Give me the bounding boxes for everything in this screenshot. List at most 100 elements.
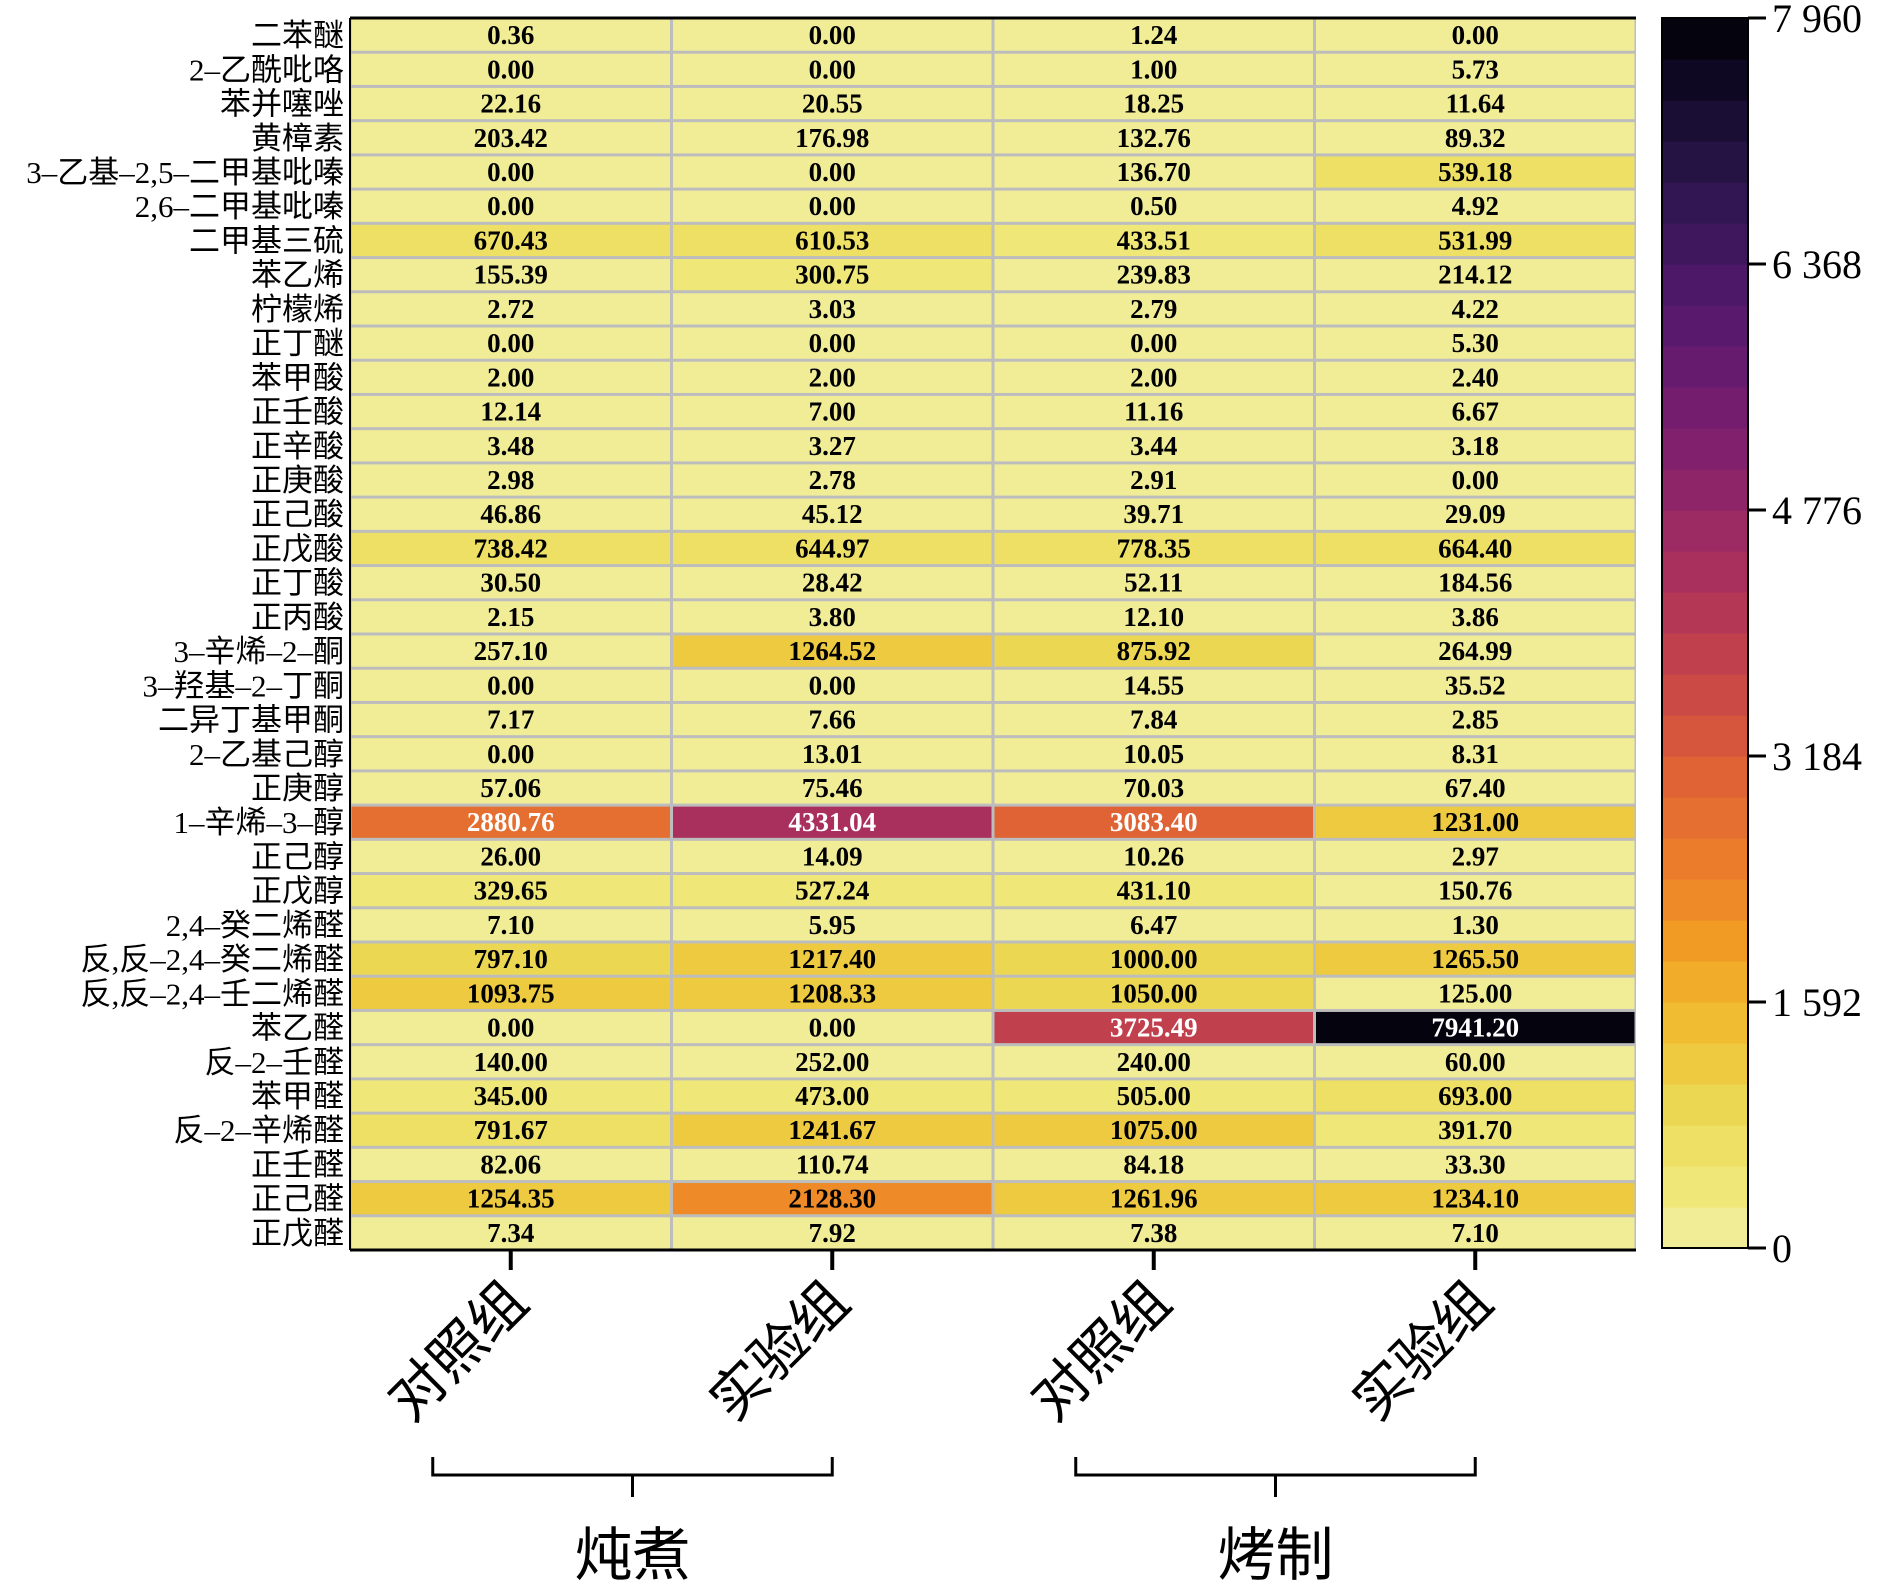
cell-value-label: 3.80 [809, 602, 856, 632]
colorbar-band [1662, 469, 1748, 511]
heatmap-cell [351, 87, 670, 120]
heatmap-cell [351, 601, 670, 633]
cell-value-label: 7.34 [487, 1218, 534, 1248]
cell-value-label: 0.00 [487, 1013, 534, 1043]
cell-value-label: 3.03 [809, 294, 856, 324]
cell-value-label: 7.84 [1130, 705, 1177, 735]
heatmap-cell [994, 1183, 1313, 1215]
colorbar-band [1662, 1084, 1748, 1126]
cell-value-label: 693.00 [1438, 1081, 1512, 1111]
cell-value-label: 125.00 [1438, 978, 1512, 1008]
heatmap-cell [351, 635, 670, 667]
heatmap-cell [1316, 1114, 1635, 1146]
heatmap-cell [994, 738, 1313, 770]
heatmap-cell [673, 1114, 992, 1146]
heatmap-cell [994, 53, 1313, 85]
heatmap-cell [351, 567, 670, 599]
heatmap-cell [673, 19, 992, 51]
heatmap-cell [673, 772, 992, 804]
colorbar-band [1662, 182, 1748, 224]
row-label: 二苯醚 [251, 18, 344, 53]
cell-value-label: 136.70 [1117, 157, 1191, 187]
cell-value-label: 0.00 [487, 328, 534, 358]
heatmap-cell [673, 977, 992, 1009]
cell-value-label: 46.86 [480, 499, 541, 529]
cell-value-label: 1000.00 [1110, 944, 1198, 974]
cell-value-label: 3.48 [487, 431, 534, 461]
heatmap-cell [351, 498, 670, 530]
heatmap-cell [673, 327, 992, 359]
heatmap-cell [351, 806, 670, 838]
cell-value-label: 60.00 [1445, 1047, 1506, 1077]
cell-value-label: 13.01 [802, 739, 863, 769]
cell-value-label: 0.00 [809, 54, 856, 84]
cell-value-label: 28.42 [802, 568, 863, 598]
cell-value-label: 11.16 [1124, 397, 1183, 427]
colorbar-band [1662, 879, 1748, 921]
cell-value-label: 35.52 [1445, 670, 1506, 700]
cell-value-label: 155.39 [474, 260, 548, 290]
colorbar-tick-label: 3 184 [1772, 734, 1862, 779]
cell-value-label: 797.10 [474, 944, 548, 974]
cell-value-label: 132.76 [1117, 123, 1191, 153]
cell-value-label: 26.00 [480, 841, 541, 871]
heatmap-cell [1316, 327, 1635, 359]
heatmap-cell [1316, 293, 1635, 325]
heatmap-cell [994, 1114, 1313, 1146]
cell-value-label: 12.14 [480, 397, 541, 427]
row-label: 正辛酸 [251, 429, 344, 464]
heatmap-cell [673, 190, 992, 222]
row-label: 2–乙基己醇 [189, 737, 344, 772]
cell-value-label: 3.27 [809, 431, 856, 461]
heatmap-cell [1316, 669, 1635, 701]
cell-value-label: 670.43 [474, 225, 548, 255]
cell-value-label: 3.18 [1452, 431, 1499, 461]
heatmap-cell [994, 806, 1313, 838]
cell-value-label: 2.98 [487, 465, 534, 495]
heatmap-cell [994, 156, 1313, 188]
heatmap-cell [994, 190, 1313, 222]
cell-value-label: 0.00 [809, 670, 856, 700]
cell-value-label: 664.40 [1438, 533, 1512, 563]
colorbar-band [1662, 674, 1748, 716]
heatmap-cell [1316, 909, 1635, 941]
heatmap-cell [673, 156, 992, 188]
heatmap-cell [994, 532, 1313, 565]
heatmap-cell [673, 1217, 992, 1249]
colorbar-band [1662, 510, 1748, 552]
heatmap-cell [994, 669, 1313, 701]
cell-value-label: 7.00 [809, 397, 856, 427]
cell-value-label: 6.67 [1452, 397, 1499, 427]
colorbar-band [1662, 551, 1748, 593]
heatmap-cell [1316, 1046, 1635, 1078]
heatmap-cell [673, 806, 992, 838]
cell-value-label: 176.98 [795, 123, 869, 153]
cell-value-label: 0.00 [809, 157, 856, 187]
row-label: 正戊醛 [251, 1216, 344, 1251]
colorbar-band [1662, 756, 1748, 798]
heatmap-cell [1316, 806, 1635, 838]
cell-value-label: 345.00 [474, 1081, 548, 1111]
heatmap-cell [1316, 703, 1635, 736]
cell-value-label: 22.16 [480, 89, 541, 119]
cell-value-label: 3083.40 [1110, 807, 1198, 837]
heatmap-cell [1316, 875, 1635, 907]
cell-value-label: 0.36 [487, 20, 534, 50]
heatmap-cell [994, 293, 1313, 325]
cell-value-label: 5.95 [809, 910, 856, 940]
colorbar-tick-label: 0 [1772, 1226, 1792, 1271]
heatmap-cell [994, 943, 1313, 975]
heatmap-cell [994, 327, 1313, 359]
heatmap-cell [351, 19, 670, 51]
heatmap-cell [351, 430, 670, 462]
heatmap-cell [673, 738, 992, 770]
heatmap-cell [1316, 567, 1635, 599]
heatmap-cell [351, 293, 670, 325]
heatmap-cell [673, 87, 992, 120]
heatmap-cell [673, 224, 992, 257]
cell-value-label: 2.85 [1452, 705, 1499, 735]
cell-value-label: 300.75 [795, 260, 869, 290]
heatmap-cell [994, 259, 1313, 291]
cell-value-label: 4.92 [1452, 191, 1499, 221]
